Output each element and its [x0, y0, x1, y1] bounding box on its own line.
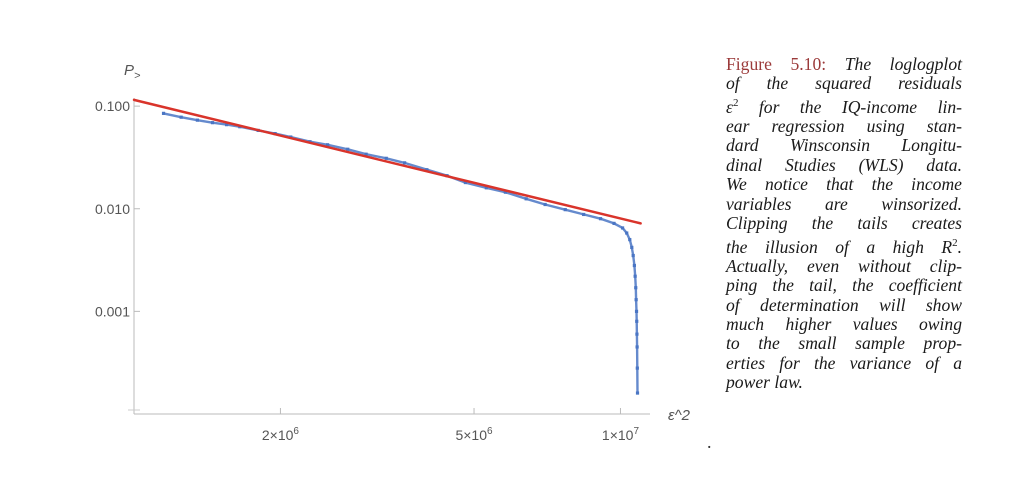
caption-body: of the squared residuals ε2 for the IQ-in… — [726, 73, 962, 393]
x-ticks: 2×106 5×106 1×107 — [262, 408, 640, 443]
x-tick-label: 5×106 — [455, 426, 493, 443]
y-ticks: 0.100 0.010 0.001 — [95, 98, 140, 411]
regression-fit-line — [132, 98, 642, 225]
caption-line: ear regression using stan- — [726, 116, 962, 137]
y-tick-label: 0.001 — [95, 303, 130, 319]
caption-line: We notice that the income — [726, 174, 962, 195]
chart-axes — [133, 98, 650, 415]
caption-line: variables are winsorized. — [726, 193, 962, 214]
data-series-trail — [163, 112, 639, 394]
caption-line: the illusion of a high R2. — [726, 236, 962, 257]
caption-line: Actually, even without clip- — [726, 255, 962, 276]
caption-line: Clipping the tails creates — [726, 213, 962, 234]
caption-label: Figure 5.10: — [726, 54, 827, 74]
y-tick-label: 0.100 — [95, 98, 130, 114]
caption-line: ε2 for the IQ-income lin- — [726, 96, 962, 117]
caption-line: much higher values owing — [726, 314, 962, 334]
stray-dot: . — [707, 432, 712, 452]
x-axis-label: ε^2 — [668, 407, 691, 424]
caption-first-line: Figure 5.10: The loglogplot — [726, 54, 963, 74]
caption-line: erties for the variance of a — [726, 352, 962, 373]
data-points — [161, 111, 640, 395]
caption-line: power law. — [726, 372, 803, 393]
x-tick-label: 1×107 — [602, 426, 640, 443]
caption-line: to the small sample prop- — [726, 333, 962, 354]
caption-line: dard Winsconsin Longitu- — [726, 135, 962, 156]
caption-line: of the squared residuals — [726, 73, 962, 94]
caption-line: dinal Studies (WLS) data. — [726, 154, 962, 175]
caption-line: ping the tail, the coefficient — [726, 275, 962, 296]
caption-text: The loglogplot — [844, 54, 963, 74]
caption-line: of determination will show — [726, 294, 962, 315]
x-tick-label: 2×106 — [262, 426, 300, 443]
y-axis-label: P> — [124, 62, 141, 82]
figure-caption: Figure 5.10: The loglogplot of the squar… — [726, 54, 963, 393]
y-tick-label: 0.010 — [95, 201, 130, 217]
